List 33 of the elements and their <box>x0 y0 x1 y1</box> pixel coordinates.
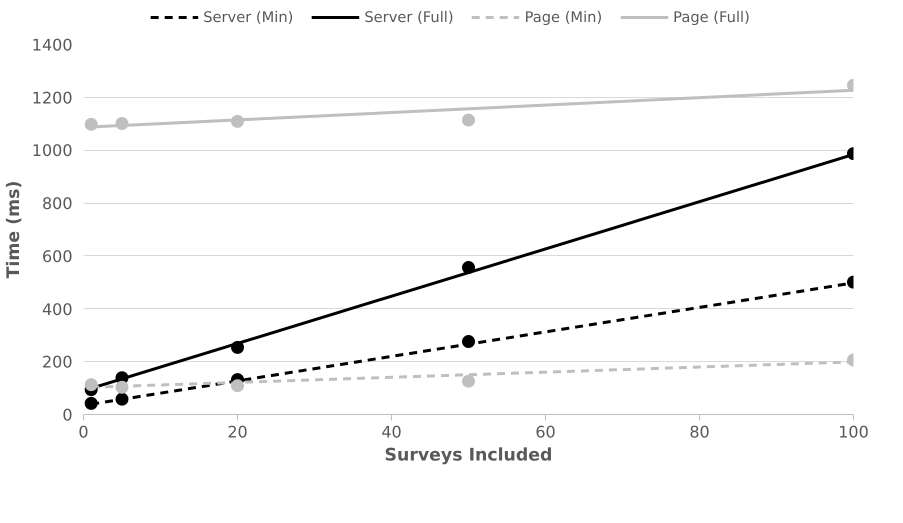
point <box>116 392 128 406</box>
y-tick-label: 1400 <box>32 36 72 54</box>
y-tick-label: 1000 <box>32 141 72 160</box>
y-tick-label: 600 <box>42 246 73 266</box>
point <box>116 380 128 394</box>
y-tick-label: 200 <box>42 352 73 372</box>
x-tick-label: 40 <box>381 422 402 442</box>
y-tick-label: 0 <box>62 406 73 424</box>
point <box>84 378 98 392</box>
legend-label: Server (Min) <box>203 8 294 26</box>
legend-label: Page (Min) <box>524 8 602 26</box>
x-tick-label: 60 <box>535 422 556 442</box>
point <box>462 374 475 388</box>
x-tick-label: 20 <box>227 422 248 442</box>
legend-label: Server (Full) <box>364 8 454 26</box>
point <box>231 114 244 128</box>
y-tick-label: 800 <box>42 194 73 214</box>
y-tick-label: 1200 <box>32 88 72 108</box>
y-axis-title: Time (ms) <box>4 180 24 278</box>
x-tick-label: 100 <box>838 422 869 442</box>
point <box>231 379 244 392</box>
x-tick-label: 0 <box>78 422 89 442</box>
legend-label: Page (Full) <box>673 8 750 26</box>
point <box>462 335 475 348</box>
x-axis-title: Surveys Included <box>384 446 552 466</box>
y-tick-label: 400 <box>42 300 73 319</box>
point <box>84 396 98 410</box>
point <box>84 118 98 131</box>
point <box>462 261 475 274</box>
x-tick-label: 80 <box>689 422 710 442</box>
point <box>462 114 475 127</box>
point <box>116 117 128 130</box>
point <box>231 340 244 354</box>
